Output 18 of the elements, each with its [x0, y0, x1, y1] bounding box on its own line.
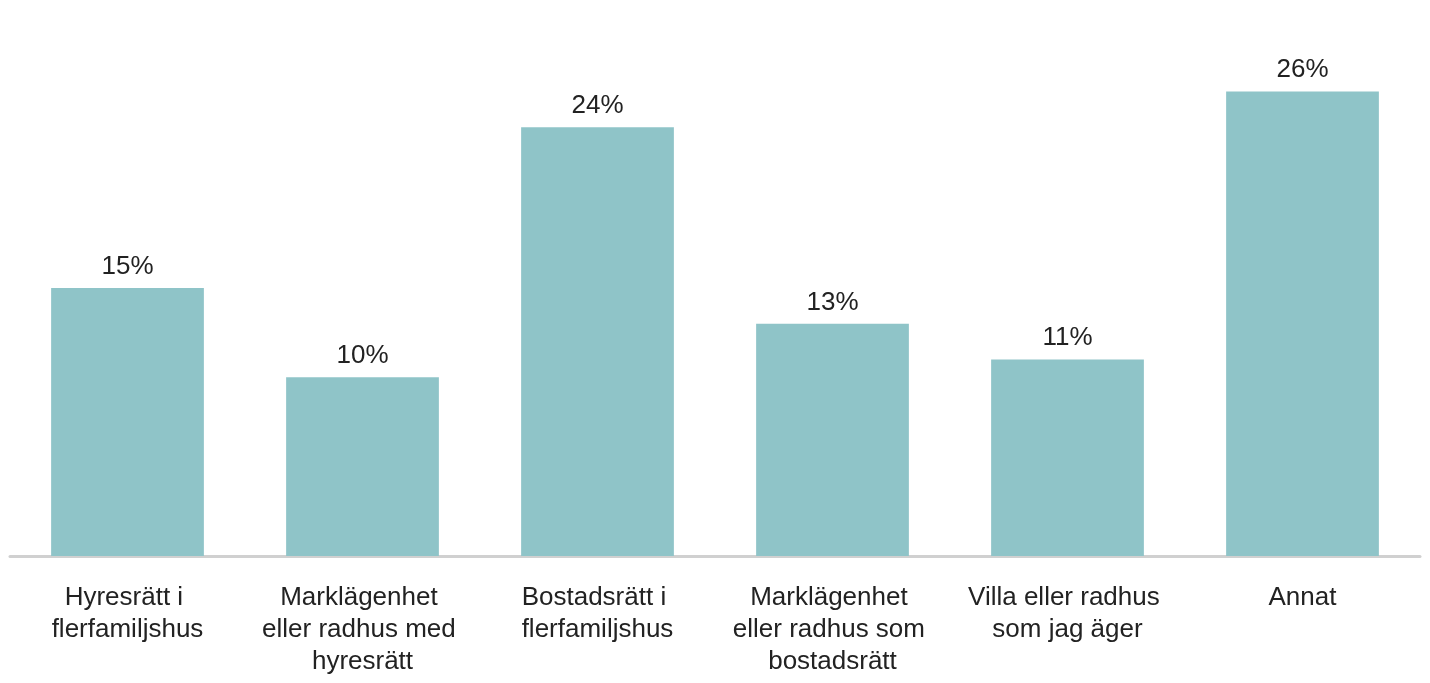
- bar: [521, 127, 674, 556]
- bar: [756, 323, 909, 556]
- data-label: 26%: [1276, 53, 1329, 84]
- data-label: 11%: [1042, 321, 1093, 352]
- data-label: 24%: [571, 89, 624, 120]
- bar: [991, 359, 1144, 556]
- x-tick-label: Marklägenhet eller radhus med hyresrätt: [262, 581, 463, 675]
- x-tick-label: Annat: [1268, 581, 1338, 611]
- bar: [51, 288, 204, 556]
- x-tick-label: Villa eller radhus som jag äger: [968, 581, 1167, 643]
- bar: [1226, 91, 1379, 556]
- data-label: 10%: [336, 339, 389, 370]
- data-label: 13%: [806, 285, 859, 316]
- data-label: 15%: [101, 250, 154, 280]
- x-tick-label: Marklägenhet eller radhus som bostadsrätt: [732, 581, 933, 675]
- x-tick-label: Bostadsrätt i flerfamiljshus: [521, 581, 674, 643]
- bar: [286, 377, 439, 556]
- x-tick-label: Hyresrätt i flerfamiljshus: [51, 581, 204, 643]
